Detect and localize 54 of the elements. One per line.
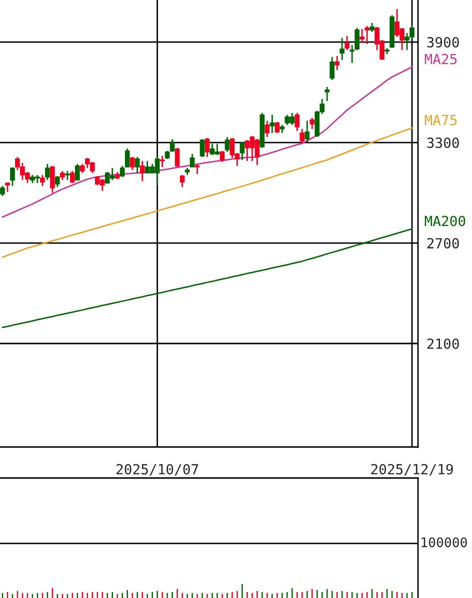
line-series (2, 127, 413, 258)
candlestick (274, 121, 280, 134)
candlestick (370, 22, 374, 33)
candlestick (240, 141, 245, 161)
y-tick-label: 3900 (427, 37, 459, 48)
candlestick (180, 174, 185, 188)
candlestick (224, 136, 230, 153)
candlestick (190, 153, 195, 168)
candlestick (74, 163, 80, 181)
candlestick (120, 165, 125, 178)
x-tick-label: 2025/10/07 (116, 464, 198, 476)
candlestick (124, 148, 130, 168)
candlestick (140, 160, 145, 182)
line-series (2, 66, 413, 218)
candlestick (204, 137, 210, 158)
candlestick (330, 56, 335, 81)
candlestick (5, 182, 10, 193)
series-label: MA75 (424, 114, 457, 126)
y-tick-label: 3300 (427, 138, 459, 148)
candlestick (344, 35, 350, 51)
candlestick (310, 117, 315, 130)
candlestick (130, 156, 135, 171)
candlestick (340, 37, 345, 61)
candlestick (50, 165, 55, 194)
candlestick (10, 166, 15, 187)
line-series (2, 228, 413, 328)
candlestick (0, 185, 5, 197)
y-tick-label: 2700 (427, 238, 459, 249)
candlestick (324, 86, 330, 102)
series-label: MA200 (424, 216, 466, 226)
candlestick (200, 138, 205, 158)
candlestick (300, 128, 305, 144)
candlestick (334, 55, 340, 71)
candlestick (220, 150, 225, 163)
candlestick (60, 170, 65, 181)
candlestick (304, 120, 310, 143)
candlestick (65, 170, 70, 181)
candlestick (40, 174, 45, 187)
candlestick (55, 175, 60, 188)
candlestick (364, 25, 370, 45)
candlestick (70, 170, 75, 184)
candlestick (294, 112, 300, 132)
candlestick (174, 147, 180, 168)
x-tick-label: 2025/12/19 (371, 464, 453, 476)
candlestick (160, 155, 165, 168)
candlestick (45, 163, 50, 181)
series-label: MA25 (424, 54, 457, 64)
candlestick (264, 120, 270, 138)
candlestick (194, 163, 200, 175)
y-tick-label: 2100 (427, 338, 459, 350)
text: 100000 (422, 537, 467, 548)
candlestick (270, 114, 275, 134)
candlestick (170, 138, 175, 153)
candlestick (134, 156, 140, 174)
